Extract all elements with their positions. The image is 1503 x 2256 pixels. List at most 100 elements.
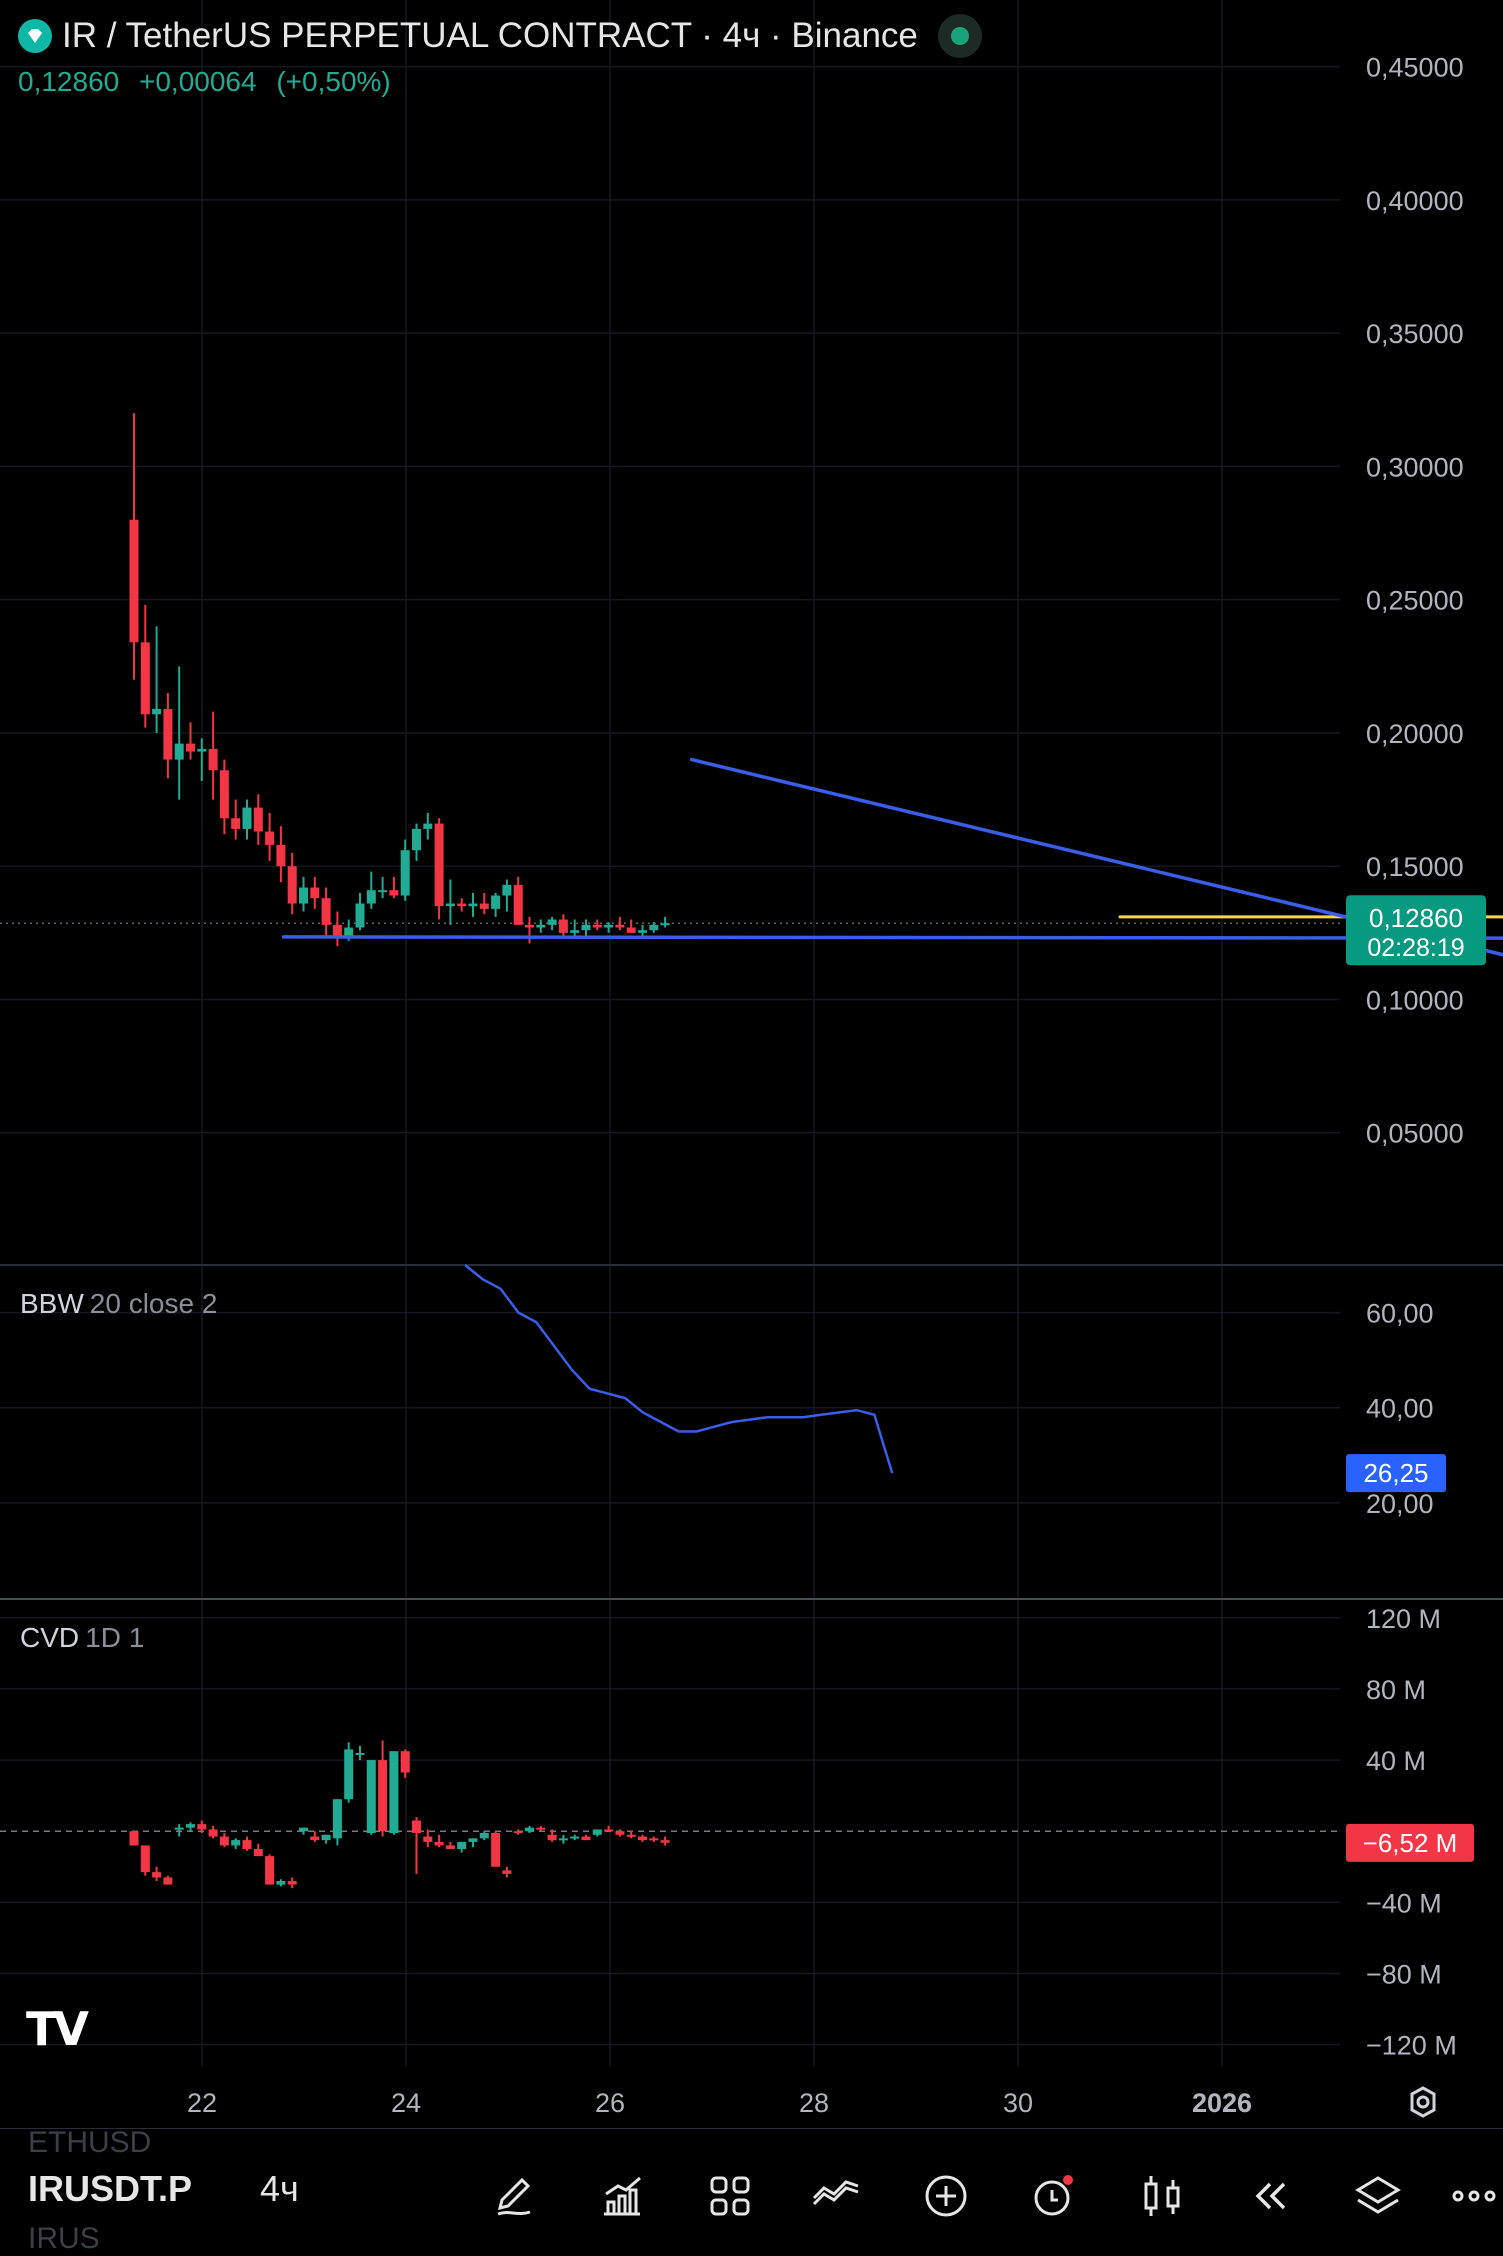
market-status-icon[interactable] [937,14,982,58]
quote-line: 0,12860 +0,00064 (+0,50%) [18,66,403,98]
candle-body [310,887,320,899]
cvd-tick-label: 80 M [1366,1675,1426,1705]
cvd-candle-body [163,1877,173,1885]
cvd-candle-body [536,1827,546,1830]
compare-icon[interactable] [810,2170,862,2222]
x-tick-label: 28 [799,2088,829,2118]
cvd-tick-label: 40 M [1366,1746,1426,1776]
cvd-candle-body [332,1799,342,1839]
symbol-button[interactable]: IRUSDT.P [28,2168,193,2209]
bbw-tick-label: 60,00 [1366,1299,1434,1329]
ghost-symbol-above: ETHUSD [28,2126,152,2159]
candles-icon[interactable] [1136,2170,1188,2222]
cvd-label[interactable]: CVD 1D 1 [20,1622,144,1654]
settings-icon[interactable] [1405,2084,1441,2120]
cvd-candle-body [434,1841,444,1846]
price-tick-label: 0,30000 [1366,452,1464,482]
price-tick-label: 0,20000 [1366,719,1464,749]
cvd-candle-body [468,1838,478,1842]
bbw-label[interactable]: BBW 20 close 2 [20,1288,217,1320]
cvd-tick-label: −120 M [1366,2031,1457,2061]
cvd-tick-label: 120 M [1366,1604,1441,1634]
candle-body [265,831,275,845]
cvd-candle-body [129,1831,139,1846]
candle-body [457,903,467,907]
cvd-candle-body [502,1870,512,1874]
candle-body [276,844,286,867]
indicators-icon[interactable] [596,2170,648,2222]
cvd-candle-body [265,1856,275,1885]
symbol-header[interactable]: IR / TetherUS PERPETUAL CONTRACT · 4ч · … [18,14,982,58]
candle-body [174,743,184,760]
grid-icon[interactable] [704,2170,756,2222]
candle-body [389,890,399,896]
candle-body [197,748,207,752]
cvd-candle-body [186,1824,195,1828]
more-icon[interactable] [1450,2170,1502,2222]
price-tick-label: 0,25000 [1366,586,1464,616]
layers-icon[interactable] [1352,2170,1404,2222]
candle-body [513,884,523,925]
cvd-candle-body [355,1752,365,1755]
candle-body [140,642,150,715]
candle-body [638,930,647,933]
bbw-value-badge [1346,1454,1446,1493]
cvd-candle-body [310,1836,320,1841]
tradingview-logo-icon: TV [26,2002,89,2056]
cvd-candle-body [299,1827,308,1832]
cvd-candle-body [660,1840,670,1843]
replay-icon[interactable] [1244,2170,1296,2222]
cvd-candle-body [197,1824,207,1830]
cvd-candle-body [570,1836,580,1839]
candle-body [491,895,501,909]
x-tick-label: 2026 [1192,2088,1252,2118]
bottom-toolbar [0,2128,1503,2256]
x-tick-label: 26 [595,2088,625,2118]
timeframe-button[interactable]: 4ч [260,2168,299,2209]
bar-countdown: 02:28:19 [1367,934,1464,962]
candle-body [479,903,489,909]
alert-icon[interactable] [1028,2170,1080,2222]
cvd-candle-body [389,1751,399,1833]
candle-body [604,924,614,928]
candle-body [592,924,602,928]
cvd-candle-body [400,1751,410,1773]
candle-body [423,823,433,829]
cvd-candle-body [547,1834,557,1841]
candle-body [570,930,580,933]
candle-body [558,919,568,933]
candle-body [445,903,455,907]
candle-body [366,890,376,904]
cvd-candle-body [604,1829,614,1832]
cvd-candle-body [208,1829,218,1837]
candle-body [163,708,173,760]
cvd-candle-body [479,1833,489,1839]
descending-trendline [689,757,1503,957]
last-price-badge [1346,895,1486,966]
candle-body [502,884,512,896]
price-change-percent: (+0,50%) [276,66,391,97]
candle-body [129,519,139,643]
x-tick-label: 22 [187,2088,217,2118]
bbw-tick-label: 40,00 [1366,1394,1434,1424]
price-tick-label: 0,15000 [1366,852,1464,882]
cvd-candle-body [649,1838,659,1841]
last-price-badge-value: 0,12860 [1369,903,1463,933]
cvd-candle-body [242,1840,252,1850]
cvd-candle-body [140,1845,150,1873]
candle-body [434,823,444,907]
bbw-title: BBW [20,1288,84,1319]
candle-body [321,898,331,925]
price-tick-label: 0,10000 [1366,985,1464,1015]
cvd-candle-body [513,1831,523,1834]
pencil-icon[interactable] [488,2170,540,2222]
candle-body [378,890,388,893]
candle-body [547,919,557,925]
cvd-candle-body [287,1881,297,1885]
cvd-value: −6,52 M [1363,1828,1458,1858]
add-icon[interactable] [920,2170,972,2222]
candle-body [649,924,659,931]
cvd-candle-body [525,1827,534,1832]
cvd-candle-body [366,1760,376,1833]
